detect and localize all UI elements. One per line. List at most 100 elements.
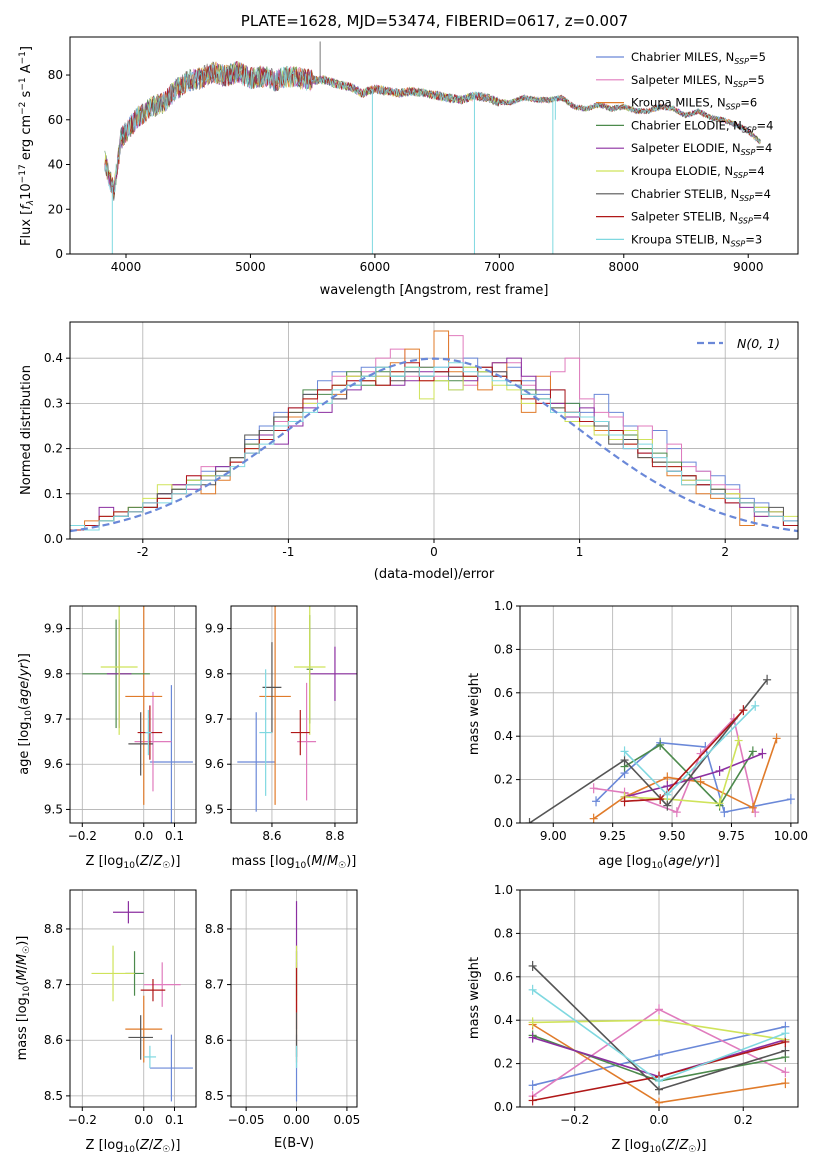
weight-series-1: [593, 717, 756, 814]
label-part: 10: [22, 985, 32, 997]
label-part: Z: [678, 1138, 689, 1153]
x-tick-label: 0.1: [165, 829, 184, 843]
label-part: Z: [139, 1138, 150, 1153]
weight-series-4: [624, 752, 763, 798]
x-axis-label: Z [log10(Z/Z☉)]: [86, 854, 181, 871]
y-tick-label: 8.7: [44, 978, 63, 992]
x-tick-label: −0.2: [68, 829, 97, 843]
x-axis-label: (data-model)/error: [374, 567, 495, 582]
legend-value: =5: [749, 50, 766, 64]
spectrum-series-7: [104, 61, 761, 195]
label-part: (: [135, 1138, 140, 1153]
y-tick-label: 9.7: [44, 712, 63, 726]
label-part: M: [327, 854, 338, 869]
label-part: M: [311, 854, 322, 869]
weight_vs_age-plot-area: [520, 606, 798, 823]
label-part: )]: [15, 936, 30, 946]
y-tick-label: 8.5: [205, 1089, 224, 1103]
label-part: age: [17, 681, 32, 705]
x-tick-label: 0.05: [334, 1113, 361, 1127]
legend-label: Chabrier STELIB, NSSP=4: [631, 187, 771, 203]
spectrum-series-6: [104, 61, 761, 201]
y-tick-label: 8.6: [44, 1033, 63, 1047]
age_vs_Z-plot-area: [70, 606, 196, 823]
spectrum-axes-frame: [69, 36, 799, 255]
x-tick-label: 8000: [609, 260, 640, 274]
label-part: ☉: [162, 861, 170, 871]
label-part: Z: [152, 854, 163, 869]
label-part: age [log: [598, 854, 651, 869]
weight-series-0: [595, 741, 792, 814]
legend-label: Kroupa STELIB, NSSP=3: [631, 232, 762, 248]
y-tick-label: 9.8: [44, 667, 63, 681]
y-tick-label: 0.3: [44, 396, 63, 410]
y-tick-label: 9.9: [44, 622, 63, 636]
label-part: λ: [26, 200, 36, 206]
legend-text: Chabrier STELIB, N: [631, 187, 739, 201]
mass_vs_ebv-plot-area: [231, 890, 357, 1107]
label-part: ☉: [162, 1145, 170, 1155]
legend-label: Salpeter STELIB, NSSP=4: [631, 210, 770, 226]
legend-sub: SSP: [742, 125, 757, 134]
label-part: (: [17, 705, 32, 710]
y-tick-label: 1.0: [494, 599, 513, 613]
y-axis-label: mass weight: [467, 957, 482, 1039]
label-part: mass [log: [232, 854, 295, 869]
y-axis-label: mass [log10(M/M☉)]: [15, 936, 32, 1061]
label-part: 10: [123, 1145, 135, 1155]
legend-sub: SSP: [733, 171, 748, 180]
label-part: /: [17, 676, 32, 681]
label-part: M: [15, 969, 30, 980]
label-part: Z: [152, 1138, 163, 1153]
label-part: (: [135, 854, 140, 869]
label-part: yr: [696, 854, 712, 869]
legend-sub: SSP: [738, 217, 753, 226]
legend-value: =5: [748, 73, 765, 87]
y-tick-label: 8.8: [205, 922, 224, 936]
label-part: −1: [18, 51, 28, 64]
label-part: (: [306, 854, 311, 869]
legend-value: =4: [755, 141, 772, 155]
mass_vs_Z-axes-frame: [69, 889, 197, 1108]
legend-text: Salpeter STELIB, N: [631, 210, 738, 224]
label-part: erg cm: [19, 115, 34, 164]
y-tick-label: 9.5: [205, 802, 224, 816]
weight-series-6: [529, 679, 768, 823]
legend-value: =4: [748, 164, 765, 178]
legend-value: =4: [754, 187, 771, 201]
label-part: age: [668, 854, 692, 869]
label-part: 10: [19, 183, 34, 200]
x-tick-label: 7000: [484, 260, 515, 274]
legend-sub: SSP: [731, 239, 746, 248]
label-part: 10: [295, 861, 307, 871]
legend-sub: SSP: [739, 194, 754, 203]
x-tick-label: 9.50: [659, 829, 686, 843]
legend-label: Chabrier MILES, NSSP=5: [631, 50, 766, 66]
y-tick-label: 0.4: [44, 351, 63, 365]
legend-sub: SSP: [741, 148, 756, 157]
label-part: f: [19, 203, 34, 210]
label-part: /: [692, 854, 697, 869]
x-tick-label: 0: [430, 545, 438, 559]
x-tick-label: 0.1: [165, 1113, 184, 1127]
legend-text: Kroupa ELODIE, N: [631, 164, 733, 178]
histogram-series-2: [70, 330, 798, 531]
legend-value: =6: [740, 96, 757, 110]
label-part: )]: [170, 1138, 180, 1153]
x-axis-label: mass [log10(M/M☉)]: [232, 854, 357, 871]
y-axis-label: Flux [fλ10−17 erg cm−2 s−1 A−1]: [18, 46, 36, 246]
residual_hist-plot-area: [70, 322, 798, 539]
x-axis-label: Z [log10(Z/Z☉)]: [612, 1138, 707, 1155]
x-tick-label: 9.25: [599, 829, 626, 843]
x-tick-label: 8.8: [325, 829, 344, 843]
y-tick-label: 8.5: [44, 1089, 63, 1103]
label-part: Z [log: [612, 1138, 650, 1153]
x-tick-label: 9.00: [540, 829, 567, 843]
legend-value: =4: [753, 210, 770, 224]
histogram-series-7: [70, 362, 798, 531]
y-tick-label: 0: [55, 247, 63, 261]
label-part: /: [675, 1138, 680, 1153]
x-tick-label: 10.00: [774, 829, 808, 843]
y-tick-label: 0.8: [494, 642, 513, 656]
